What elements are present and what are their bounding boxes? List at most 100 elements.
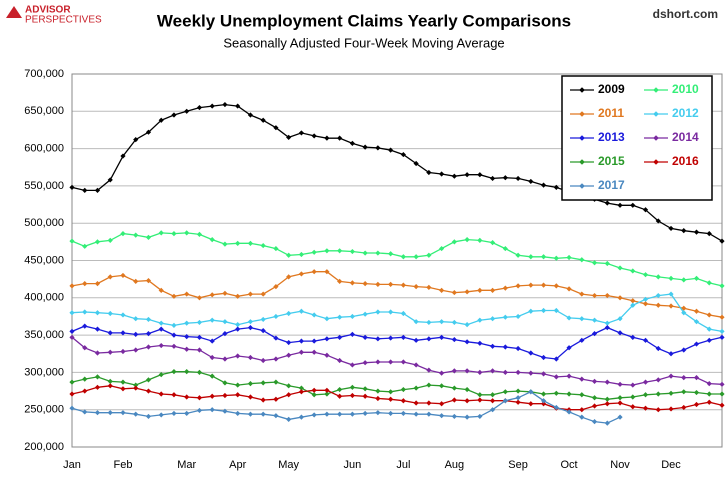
- point: [439, 319, 445, 325]
- point: [158, 412, 164, 418]
- y-tick-label: 450,000: [24, 254, 64, 266]
- point: [107, 177, 113, 183]
- point: [451, 239, 457, 245]
- point: [324, 316, 330, 322]
- point: [502, 175, 508, 181]
- point: [247, 411, 254, 417]
- point: [337, 278, 343, 284]
- point: [311, 349, 317, 355]
- point: [553, 255, 559, 261]
- point: [579, 407, 585, 413]
- point: [553, 390, 559, 396]
- point: [540, 371, 547, 377]
- point: [235, 392, 241, 398]
- point: [286, 352, 292, 358]
- point: [528, 178, 534, 185]
- point: [400, 254, 406, 260]
- point: [426, 400, 432, 406]
- point: [642, 272, 649, 278]
- point: [107, 274, 113, 280]
- point: [489, 316, 496, 322]
- legend-marker: [653, 159, 659, 165]
- point: [528, 254, 534, 260]
- point: [668, 303, 674, 309]
- point: [82, 376, 88, 382]
- point: [617, 316, 623, 322]
- point: [540, 254, 547, 260]
- point: [642, 296, 649, 302]
- point: [591, 419, 598, 425]
- point: [298, 271, 305, 277]
- point: [591, 292, 598, 299]
- legend-label: 2016: [672, 154, 699, 168]
- point: [145, 331, 152, 337]
- point: [591, 331, 598, 337]
- point: [362, 334, 368, 340]
- point: [298, 389, 305, 395]
- x-tick-label: Aug: [445, 459, 465, 471]
- point: [158, 326, 164, 332]
- point: [477, 369, 483, 375]
- point: [591, 260, 598, 266]
- point: [579, 337, 585, 343]
- point: [337, 314, 343, 320]
- point: [375, 388, 381, 394]
- point: [528, 308, 534, 314]
- point: [69, 334, 75, 340]
- point: [719, 283, 725, 289]
- point: [273, 335, 279, 341]
- point: [69, 184, 75, 190]
- point: [286, 274, 292, 280]
- point: [298, 414, 305, 420]
- point: [388, 410, 394, 417]
- point: [145, 344, 152, 350]
- logo-icon: [6, 6, 22, 18]
- point: [655, 274, 661, 280]
- point: [489, 343, 496, 349]
- point: [362, 410, 368, 417]
- point: [209, 237, 215, 243]
- point: [693, 319, 700, 325]
- point: [120, 272, 126, 279]
- point: [426, 319, 432, 326]
- point: [426, 382, 432, 388]
- point: [400, 334, 406, 340]
- point: [604, 325, 610, 331]
- point: [184, 346, 190, 352]
- point: [413, 411, 419, 417]
- point: [145, 413, 152, 420]
- point: [528, 282, 534, 288]
- point: [171, 332, 177, 338]
- point: [235, 326, 241, 332]
- point: [94, 374, 101, 380]
- series-line: [71, 103, 723, 242]
- point: [375, 395, 381, 402]
- point: [553, 184, 559, 190]
- point: [451, 173, 457, 179]
- point: [260, 328, 266, 334]
- point: [540, 307, 547, 314]
- point: [235, 240, 241, 246]
- point: [158, 230, 164, 236]
- point: [413, 284, 419, 290]
- point: [184, 333, 190, 340]
- point: [426, 336, 432, 342]
- point: [209, 317, 215, 323]
- point: [158, 391, 164, 397]
- point: [69, 379, 75, 385]
- point: [247, 380, 254, 387]
- point: [69, 238, 75, 244]
- point: [196, 407, 203, 414]
- point: [311, 312, 317, 318]
- plot-border: [71, 73, 723, 448]
- series-line: [71, 371, 722, 400]
- x-tick-label: Dec: [661, 459, 681, 471]
- point: [145, 316, 152, 323]
- point: [553, 307, 559, 314]
- legend-label: 2012: [672, 106, 699, 120]
- series-line: [71, 271, 723, 318]
- point: [120, 386, 126, 392]
- point: [311, 338, 317, 344]
- point: [502, 369, 508, 375]
- y-tick-label: 500,000: [24, 217, 64, 229]
